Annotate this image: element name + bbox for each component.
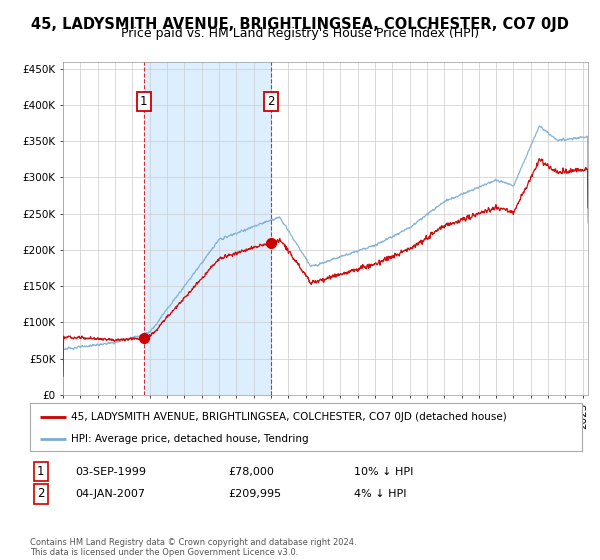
- Text: 2: 2: [268, 95, 275, 108]
- Text: 4% ↓ HPI: 4% ↓ HPI: [354, 489, 407, 499]
- Text: 45, LADYSMITH AVENUE, BRIGHTLINGSEA, COLCHESTER, CO7 0JD (detached house): 45, LADYSMITH AVENUE, BRIGHTLINGSEA, COL…: [71, 412, 507, 422]
- Text: 1: 1: [37, 465, 44, 478]
- Text: 03-SEP-1999: 03-SEP-1999: [75, 466, 146, 477]
- Bar: [144, 62, 271, 395]
- Text: Contains HM Land Registry data © Crown copyright and database right 2024.
This d: Contains HM Land Registry data © Crown c…: [30, 538, 356, 557]
- Text: HPI: Average price, detached house, Tendring: HPI: Average price, detached house, Tend…: [71, 434, 309, 444]
- Text: 04-JAN-2007: 04-JAN-2007: [75, 489, 145, 499]
- Text: £209,995: £209,995: [228, 489, 281, 499]
- Text: Price paid vs. HM Land Registry's House Price Index (HPI): Price paid vs. HM Land Registry's House …: [121, 27, 479, 40]
- Text: 10% ↓ HPI: 10% ↓ HPI: [354, 466, 413, 477]
- Text: 45, LADYSMITH AVENUE, BRIGHTLINGSEA, COLCHESTER, CO7 0JD: 45, LADYSMITH AVENUE, BRIGHTLINGSEA, COL…: [31, 17, 569, 32]
- Text: 2: 2: [37, 487, 44, 501]
- Text: £78,000: £78,000: [228, 466, 274, 477]
- Text: 1: 1: [140, 95, 148, 108]
